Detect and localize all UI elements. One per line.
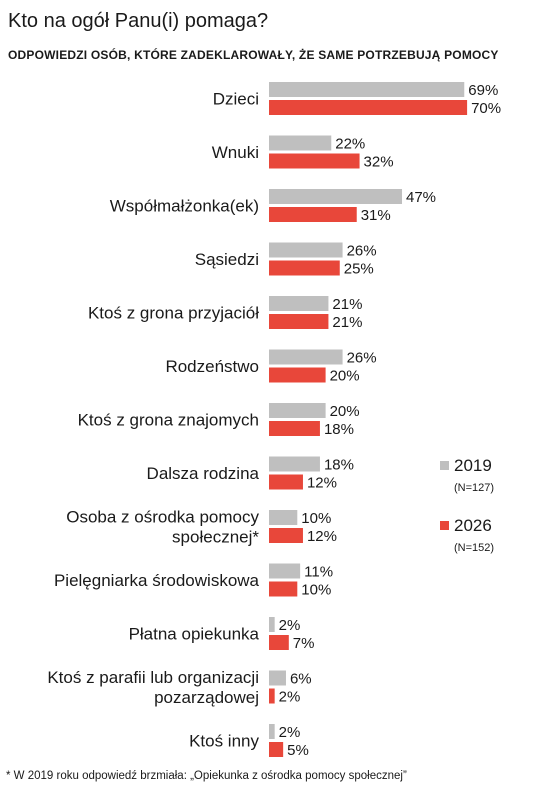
bars-layer: Dzieci 69%70% Wnuki 22%32% Współmałżonka(ek)…	[47, 82, 501, 759]
data-label-2026: 2%	[279, 689, 301, 706]
category-label: Ktoś z grona znajomych	[78, 411, 259, 430]
category-label: Dzieci	[213, 90, 259, 109]
legend-swatch-2019	[440, 461, 449, 470]
data-label-2019: 26%	[347, 350, 377, 367]
bar-2026	[269, 581, 298, 597]
data-label-2026: 12%	[307, 528, 337, 545]
data-label-2026: 7%	[293, 635, 315, 652]
bar-2019	[269, 403, 326, 418]
data-label-2019: 26%	[347, 243, 377, 260]
data-label-2026: 20%	[330, 368, 360, 385]
category-label: pozarządowej	[154, 688, 259, 707]
bar-2026	[269, 421, 320, 436]
bar-2019	[269, 510, 298, 525]
legend-swatch-2026	[440, 521, 449, 530]
data-label-2019: 69%	[468, 82, 498, 99]
bar-2019	[269, 189, 403, 204]
legend-label-2019: 2019	[454, 456, 492, 475]
data-label-2019: 47%	[406, 189, 436, 206]
bar-2019	[269, 724, 275, 739]
data-label-2026: 70%	[471, 100, 501, 117]
bar-2026	[269, 528, 303, 543]
data-label-2019: 18%	[324, 457, 354, 474]
data-label-2026: 12%	[307, 475, 337, 492]
bar-2026	[269, 100, 468, 115]
data-label-2026: 25%	[344, 261, 374, 278]
category-label: Płatna opiekunka	[129, 625, 260, 644]
bar-2026	[269, 153, 360, 169]
category-label: Sąsiedzi	[195, 250, 259, 269]
data-label-2019: 20%	[330, 403, 360, 420]
legend-label-2026: 2026	[454, 516, 492, 535]
data-label-2026: 21%	[332, 314, 362, 331]
bar-2019	[269, 296, 329, 311]
legend-sample-size-2026: (N=152)	[454, 542, 494, 554]
category-label: społecznej*	[172, 528, 259, 547]
category-label: Rodzeństwo	[165, 357, 259, 376]
category-label: Osoba z ośrodka pomocy	[66, 508, 259, 527]
legend-sample-size-2019: (N=127)	[454, 482, 494, 494]
bar-2026	[269, 688, 275, 704]
category-label: Ktoś z grona przyjaciół	[88, 304, 259, 323]
category-label: Dalsza rodzina	[147, 464, 260, 483]
bar-2026	[269, 207, 357, 222]
bar-2019	[269, 456, 320, 472]
data-label-2026: 32%	[364, 154, 394, 171]
legend: 2019 (N=127) 2026 (N=152)	[440, 456, 494, 554]
data-label-2019: 6%	[290, 671, 312, 688]
bar-2019	[269, 670, 286, 686]
data-label-2026: 10%	[301, 582, 331, 599]
data-label-2019: 22%	[335, 136, 365, 153]
bar-2019	[269, 242, 343, 258]
bar-2026	[269, 742, 284, 757]
chart-subtitle: ODPOWIEDZI OSÓB, KTÓRE ZADEKLAROWAŁY, ŻE…	[8, 48, 499, 62]
data-label-2026: 31%	[361, 207, 391, 224]
data-label-2026: 18%	[324, 421, 354, 438]
category-label: Ktoś z parafii lub organizacji	[47, 668, 259, 687]
data-label-2019: 10%	[301, 510, 331, 527]
bar-2019	[269, 135, 332, 151]
bar-2019	[269, 82, 465, 97]
bar-2026	[269, 314, 329, 329]
bar-2019	[269, 563, 301, 579]
category-label: Wnuki	[212, 143, 259, 162]
data-label-2019: 21%	[332, 296, 362, 313]
chart-title: Kto na ogół Panu(i) pomaga?	[8, 10, 269, 32]
footnote: * W 2019 roku odpowiedź brzmiała: „Opiek…	[6, 770, 407, 782]
category-label: Współmałżonka(ek)	[110, 197, 259, 216]
bar-2026	[269, 367, 326, 383]
bar-2026	[269, 260, 340, 276]
category-label: Ktoś inny	[189, 732, 259, 751]
data-label-2019: 11%	[304, 564, 333, 581]
data-label-2019: 2%	[279, 724, 301, 741]
bar-2026	[269, 474, 303, 490]
data-label-2019: 2%	[279, 617, 301, 634]
bar-2026	[269, 635, 289, 650]
category-label: Pielęgniarka środowiskowa	[54, 571, 260, 590]
bar-2019	[269, 617, 275, 632]
bar-2019	[269, 349, 343, 365]
data-label-2026: 5%	[287, 742, 309, 759]
